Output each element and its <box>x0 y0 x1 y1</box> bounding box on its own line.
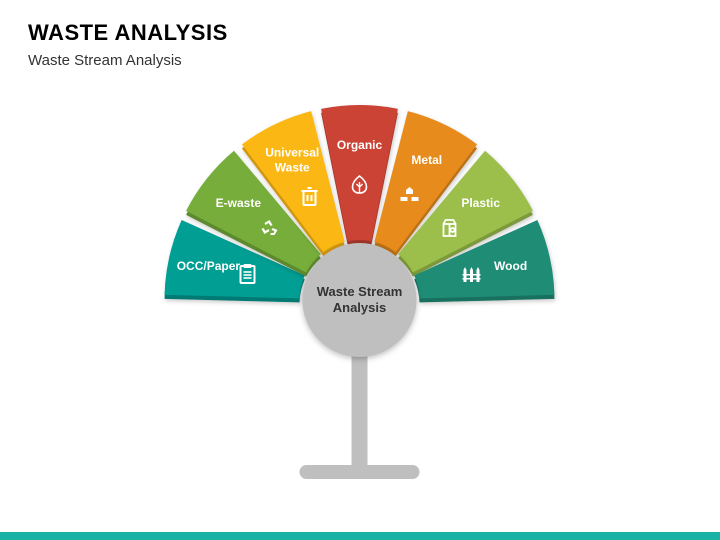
hub-circle: Waste Stream Analysis <box>303 243 417 357</box>
fan-chart: OCC/PaperE-wasteUniversal WasteOrganicMe… <box>360 300 361 301</box>
page-subtitle: Waste Stream Analysis <box>28 52 692 69</box>
page-title: WASTE ANALYSIS <box>28 20 692 46</box>
accent-bar <box>0 532 720 540</box>
